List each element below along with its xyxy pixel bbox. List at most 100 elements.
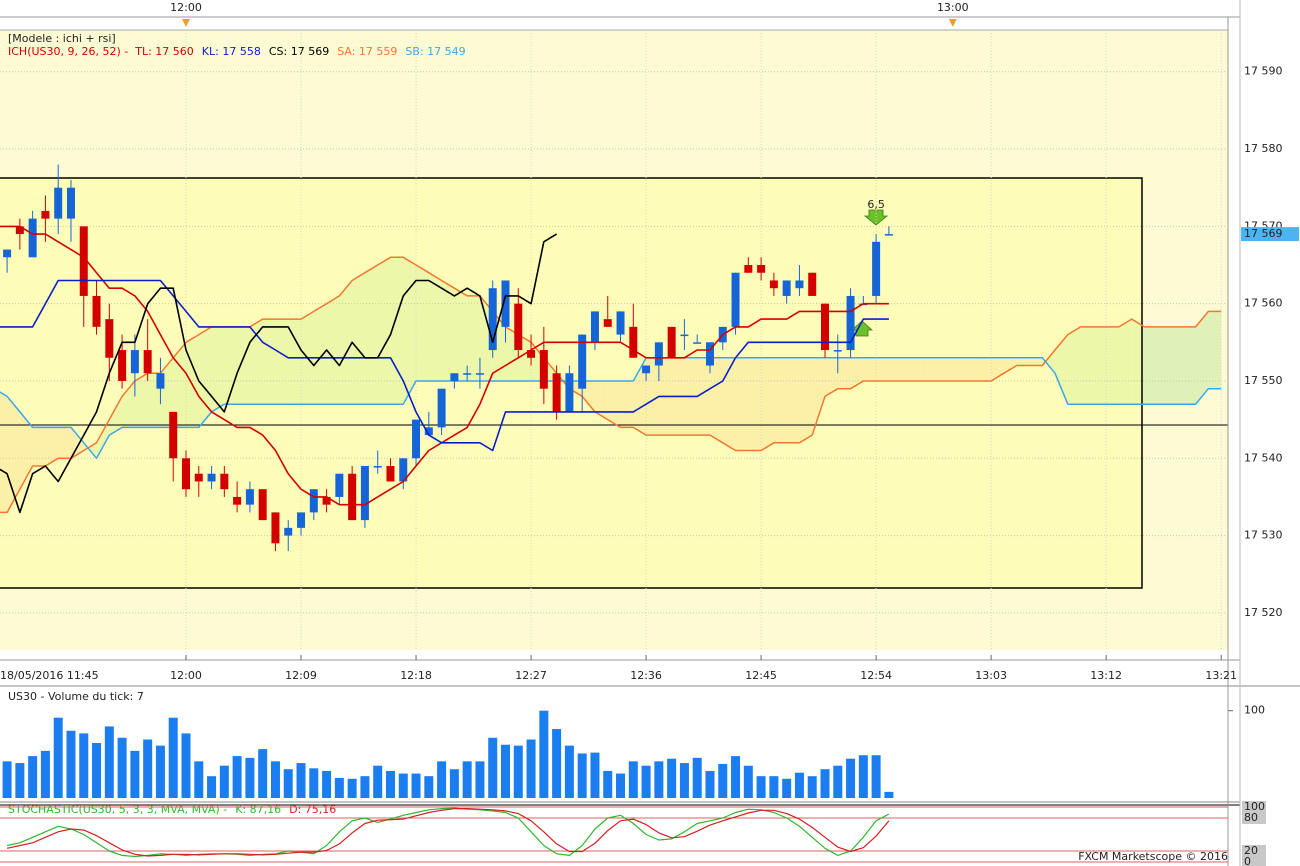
legend-entry: SA: 17 559 xyxy=(337,45,397,58)
volume-bar xyxy=(731,756,741,798)
cloud-segment xyxy=(1016,357,1030,366)
volume-bar xyxy=(488,737,498,798)
volume-bar xyxy=(501,744,510,798)
volume-bar xyxy=(705,770,715,798)
volume-bar xyxy=(769,776,779,798)
tick-box xyxy=(1242,856,1266,866)
y-tick-label: 17 530 xyxy=(1244,529,1283,542)
candle-body xyxy=(872,241,881,296)
cloud-segment xyxy=(288,319,302,405)
candle-body xyxy=(552,373,561,412)
volume-bar xyxy=(526,739,536,798)
last-price-tag xyxy=(1241,227,1299,242)
cloud-segment xyxy=(237,326,250,405)
x-tick-label: 12:27 xyxy=(515,669,547,682)
x-tick-label: 12:18 xyxy=(400,669,432,682)
candle-body xyxy=(220,473,229,490)
volume-bar xyxy=(513,745,523,798)
indicator-title: ICH(US30, 9, 26, 52) - xyxy=(8,45,128,58)
legend-entry: D: 75,16 xyxy=(289,803,336,816)
x-tick-label: 18/05/2016 11:45 xyxy=(0,669,99,682)
volume-bar xyxy=(104,726,114,798)
cloud-segment xyxy=(211,326,225,412)
cloud-segment xyxy=(454,288,468,381)
candle-body xyxy=(795,280,804,289)
cloud-segment xyxy=(313,303,327,405)
volume-bar xyxy=(411,773,421,798)
cloud-segment xyxy=(876,357,889,381)
volume-bar xyxy=(424,776,434,798)
cloud-segment xyxy=(965,357,979,381)
signal-label: 6,5 xyxy=(867,198,885,211)
candle-body xyxy=(833,350,842,352)
cloud-segment xyxy=(173,342,186,428)
volume-bar xyxy=(194,761,204,798)
top-tick-marker xyxy=(948,19,957,27)
volume-bar xyxy=(181,733,191,798)
cloud-segment xyxy=(1118,319,1132,405)
candle-body xyxy=(284,527,293,536)
candle-body xyxy=(386,466,395,482)
y-tick-label: 0 xyxy=(1244,855,1251,866)
volume-bar xyxy=(398,773,408,798)
cloud-segment xyxy=(786,357,800,443)
volume-bar xyxy=(322,770,332,798)
candle-body xyxy=(130,350,139,374)
cloud-segment xyxy=(1144,326,1158,405)
volume-bar xyxy=(385,770,395,798)
cloud-segment xyxy=(697,357,710,436)
candle-body xyxy=(731,272,740,327)
last-price-label: 17 569 xyxy=(1244,227,1283,240)
candle-body xyxy=(28,218,37,258)
volume-bar xyxy=(603,770,613,798)
candle-body xyxy=(654,342,663,366)
cloud-segment xyxy=(428,272,442,381)
cloud-segment xyxy=(70,427,84,459)
indicator-line xyxy=(0,256,1222,514)
volume-bar xyxy=(782,778,792,798)
candle-body xyxy=(297,512,306,528)
candle-body xyxy=(412,419,421,459)
cloud-segment xyxy=(709,357,723,443)
candle-body xyxy=(667,326,676,358)
volume-bar xyxy=(577,753,587,798)
stoch-title: STOCHASTIC(US30, 5, 3, 3, MVA, MVA) - xyxy=(8,803,227,816)
candle-body xyxy=(782,280,791,296)
candle-body xyxy=(769,280,778,289)
indicator-line xyxy=(0,233,558,514)
volume-bar xyxy=(539,710,549,798)
footer: FXCM Marketscope © 2016 xyxy=(1078,850,1228,863)
candle-body xyxy=(233,496,242,505)
volume-bar xyxy=(846,758,856,798)
cloud-segment xyxy=(1170,326,1183,405)
candle-body xyxy=(258,489,267,521)
top-tick-label: 12:00 xyxy=(170,1,202,14)
volume-bar xyxy=(679,763,689,798)
indicator-line xyxy=(0,279,889,452)
y-tick-label: 17 580 xyxy=(1244,142,1283,155)
cloud-segment xyxy=(0,392,8,513)
candle-body xyxy=(143,350,152,374)
cloud-segment xyxy=(1195,311,1209,405)
cloud-segment xyxy=(1029,357,1043,366)
x-tick-label: 12:45 xyxy=(745,669,777,682)
volume-bar xyxy=(66,730,76,798)
cloud-segment xyxy=(888,357,902,381)
cloud-segment xyxy=(467,295,480,381)
indicator-legend: ICH(US30, 9, 26, 52) - TL: 17 560 KL: 17 5… xyxy=(8,45,466,58)
volume-bar xyxy=(654,761,664,798)
candle-body xyxy=(424,427,433,436)
candle-body xyxy=(118,350,127,381)
candle-body xyxy=(884,234,893,236)
candle-body xyxy=(629,326,638,358)
cloud-segment xyxy=(134,373,148,428)
candle-body xyxy=(309,489,318,513)
legend-entry: TL: 17 560 xyxy=(134,45,194,58)
y-tick-label: 100 xyxy=(1244,704,1265,717)
indicator-line xyxy=(6,808,890,857)
tick-box xyxy=(1242,845,1266,857)
candle-body xyxy=(514,303,523,351)
stoch-legend: STOCHASTIC(US30, 5, 3, 3, MVA, MVA) - K: … xyxy=(8,803,336,816)
cloud-segment xyxy=(914,357,928,381)
cloud-segment xyxy=(825,357,838,397)
